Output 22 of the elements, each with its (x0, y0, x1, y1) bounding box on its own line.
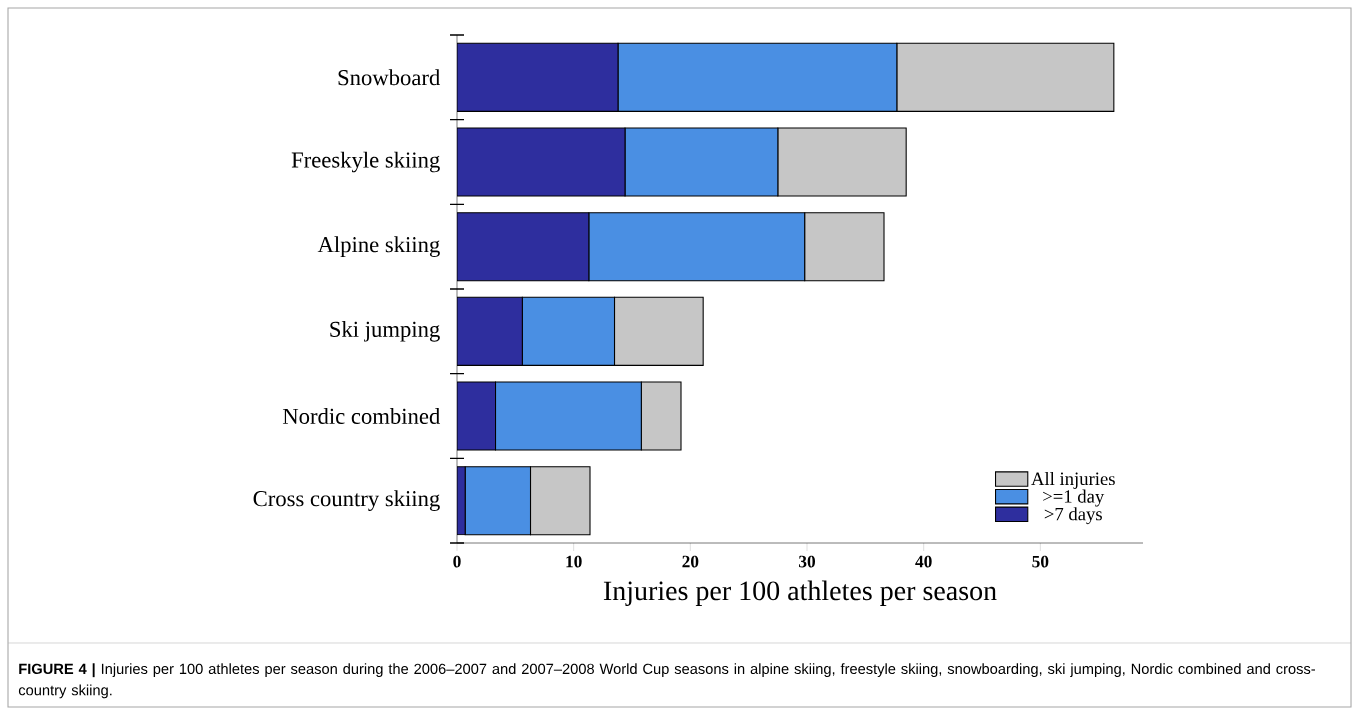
y-tick-label: Nordic combined (282, 408, 441, 424)
bar (457, 381, 497, 451)
y-tick-label: Freeskyle skiing (291, 151, 440, 173)
bar (457, 296, 523, 366)
x-tick-label: 30 (798, 555, 816, 568)
legend-label: All injuries (1031, 471, 1115, 489)
legend-label: >7 days (1044, 507, 1102, 525)
y-tick-label: Snowboard (338, 69, 441, 86)
y-tick-label: Alpine skiing (317, 236, 440, 257)
x-tick-label: 0 (453, 555, 461, 568)
y-tick-label: Ski jumping (330, 321, 440, 342)
x-axis-title: Injuries per 100 athletes per season (603, 580, 997, 606)
x-tick-label: 10 (566, 555, 582, 568)
y-tick-label: Cross country skiing (253, 490, 440, 511)
text: FIGURE 4 | Injuries per 100 athletes per season during the 2006–2007 and 2007–2008 World Cup seasons in alpine skiing, freestyle skiing, snowboarding, ski jumping, Nordic combined and cross-country skiing. (18, 663, 1316, 699)
bar (457, 127, 626, 197)
x-tick-label: 40 (915, 555, 932, 568)
legend-label: >=1 day (1043, 489, 1105, 507)
x-tick-label: 50 (1032, 555, 1049, 568)
x-tick-label: 20 (682, 555, 699, 568)
bar (457, 212, 590, 282)
bar (457, 42, 619, 112)
